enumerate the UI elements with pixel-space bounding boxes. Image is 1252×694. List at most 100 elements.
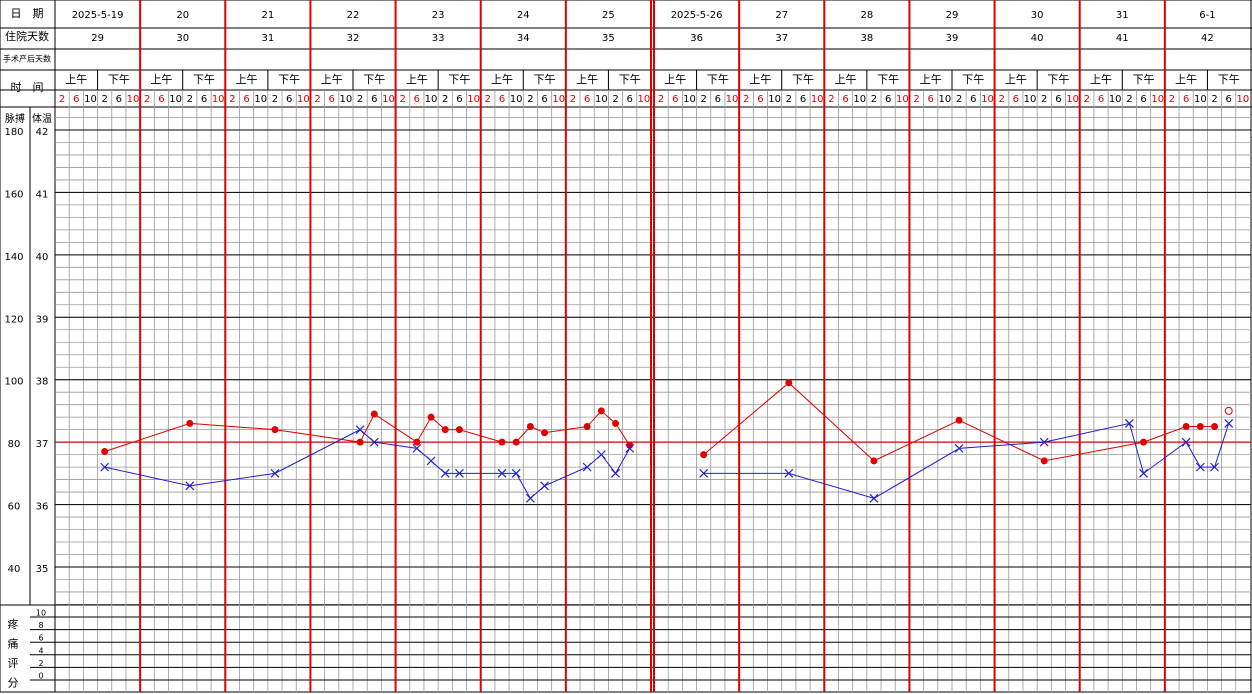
half-label: 上午 <box>749 73 771 86</box>
time-slot: 2 <box>272 94 278 105</box>
time-slot: 6 <box>243 94 249 105</box>
pulse-dot <box>1040 457 1048 465</box>
half-label: 下午 <box>534 73 556 86</box>
time-slot: 10 <box>811 94 824 105</box>
time-slot: 2 <box>612 94 618 105</box>
day-count: 30 <box>176 33 189 44</box>
half-label: 下午 <box>448 73 470 86</box>
pulse-dot <box>526 423 534 431</box>
time-slot: 6 <box>541 94 547 105</box>
time-slot: 6 <box>627 94 633 105</box>
time-slot: 6 <box>414 94 420 105</box>
time-slot: 2 <box>871 94 877 105</box>
time-slot: 10 <box>425 94 438 105</box>
half-label: 下午 <box>1133 73 1155 86</box>
time-slot: 6 <box>499 94 505 105</box>
time-slot: 10 <box>340 94 353 105</box>
temp-cross <box>497 468 507 478</box>
half-label: 下午 <box>962 73 984 86</box>
time-slot: 6 <box>116 94 122 105</box>
pulse-dot <box>441 426 449 434</box>
time-slot: 6 <box>329 94 335 105</box>
time-slot: 2 <box>913 94 919 105</box>
time-slot: 2 <box>314 94 320 105</box>
pulse-tick-label: 160 <box>4 189 23 200</box>
time-slot: 2 <box>956 94 962 105</box>
pain-axis-label: 痛 <box>8 637 19 651</box>
half-label: 下午 <box>193 73 215 86</box>
time-slot: 2 <box>527 94 533 105</box>
time-slot: 10 <box>1237 94 1250 105</box>
time-slot: 2 <box>828 94 834 105</box>
time-slot: 2 <box>399 94 405 105</box>
half-label: 下午 <box>619 73 641 86</box>
time-slot: 2 <box>570 94 576 105</box>
temp-cross <box>412 443 422 453</box>
temp-cross <box>869 493 879 503</box>
temp-cross <box>369 437 379 447</box>
pulse-circle <box>1224 406 1233 415</box>
time-slot: 2 <box>1169 94 1175 105</box>
time-slot: 6 <box>928 94 934 105</box>
time-slot: 2 <box>101 94 107 105</box>
date: 29 <box>946 10 959 21</box>
temp-cross <box>611 468 620 478</box>
time-slot: 2 <box>187 94 193 105</box>
time-slot: 10 <box>1151 94 1164 105</box>
day-count: 41 <box>1116 33 1129 44</box>
pulse-dot <box>870 457 878 465</box>
pulse-tick-label: 120 <box>4 314 23 325</box>
temp-tick-label: 39 <box>36 314 49 325</box>
time-slot: 10 <box>939 94 952 105</box>
date: 21 <box>261 10 274 21</box>
time-slot: 2 <box>144 94 150 105</box>
half-label: 上午 <box>406 73 428 86</box>
half-label: 下午 <box>707 73 729 86</box>
date: 2025-5-26 <box>671 10 723 21</box>
time-slot: 2 <box>786 94 792 105</box>
day-count: 38 <box>860 33 873 44</box>
time-slot: 2 <box>1041 94 1047 105</box>
temp-cross <box>185 481 195 491</box>
half-label: 上午 <box>491 73 513 86</box>
pulse-dot <box>541 429 549 437</box>
date: 6-1 <box>1199 10 1215 21</box>
temp-tick-label: 40 <box>36 252 49 263</box>
time-slot: 10 <box>896 94 909 105</box>
time-slot: 10 <box>169 94 182 105</box>
time-slot: 6 <box>371 94 377 105</box>
half-label: 上午 <box>1175 73 1197 86</box>
temp-cross <box>270 468 280 478</box>
temp-tick-label: 36 <box>36 502 49 513</box>
time-slot: 6 <box>1055 94 1061 105</box>
time-slot: 6 <box>456 94 462 105</box>
date: 20 <box>176 10 189 21</box>
half-label: 上午 <box>321 73 343 86</box>
temp-cross <box>1224 418 1234 428</box>
pulse-dot <box>370 410 378 418</box>
time-slot: 6 <box>715 94 721 105</box>
temp-cross <box>355 425 365 435</box>
time-slot: 10 <box>726 94 739 105</box>
temp-cross <box>1195 462 1205 472</box>
half-label: 下午 <box>108 73 130 86</box>
time-slot: 10 <box>683 94 696 105</box>
time-slot: 10 <box>1024 94 1037 105</box>
temp-cross <box>511 468 521 478</box>
time-slot: 6 <box>1013 94 1019 105</box>
pain-tick-label: 6 <box>38 634 43 643</box>
time-slot: 6 <box>842 94 848 105</box>
temp-cross <box>426 456 436 466</box>
half-label: 上午 <box>664 73 686 86</box>
pain-axis-label: 评 <box>8 657 19 670</box>
temp-cross <box>625 443 635 453</box>
pulse-tick-label: 100 <box>4 377 23 388</box>
day-count: 40 <box>1031 33 1044 44</box>
pulse-tick-label: 180 <box>4 127 23 138</box>
pain-tick-label: 10 <box>36 609 46 618</box>
pulse-dot <box>498 438 506 446</box>
pain-axis-label: 疼 <box>8 617 19 631</box>
half-label: 下午 <box>1047 73 1069 86</box>
pulse-dot <box>597 407 605 415</box>
date: 22 <box>347 10 360 21</box>
